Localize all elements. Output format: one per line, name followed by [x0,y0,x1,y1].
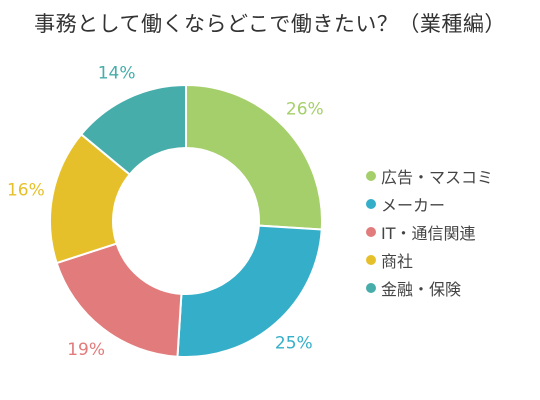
legend-label: IT・通信関連 [381,224,476,243]
legend-swatch [366,227,376,237]
legend-swatch [366,283,376,293]
legend-swatch [366,171,376,181]
legend: 広告・マスコミ メーカー IT・通信関連 商社金融・保険 [366,162,493,302]
slice-メーカー [176,224,323,358]
legend-label: メーカー [381,196,446,215]
legend-swatch [366,199,376,209]
legend-item-広告-マスコミ: 広告・マスコミ [366,162,493,190]
legend-swatch [366,255,376,265]
slice-金融-保険 [79,83,187,176]
legend-label: 金融・保険 [381,280,462,299]
data-label-広告-マスコミ: 26% [286,99,324,119]
slice-広告-マスコミ [185,83,323,231]
data-label-金融-保険: 14% [98,64,136,84]
legend-item-IT-通信関連: IT・通信関連 [366,218,493,246]
data-label-メーカー: 25% [275,333,313,353]
legend-label: 商社 [381,252,414,271]
legend-item-メーカー: メーカー [366,190,493,218]
legend-item-商社: 商社 [366,246,493,274]
chart-title: 事務として働くならどこで働きたい？（業種編） [34,12,506,36]
data-label-商社: 16% [7,180,45,200]
legend-label: 広告・マスコミ [381,168,494,187]
data-label-IT-通信関連: 19% [67,340,105,360]
legend-item-金融-保険: 金融・保険 [366,274,493,302]
